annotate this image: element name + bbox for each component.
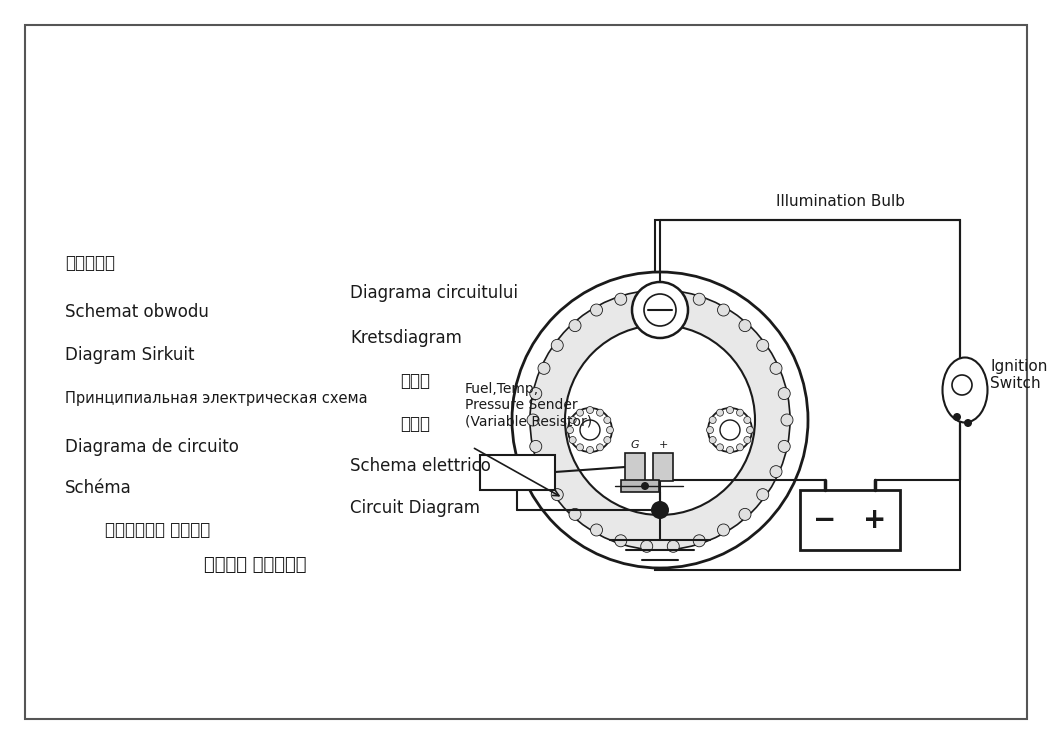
Bar [800, 490, 901, 550]
Circle shape [590, 524, 603, 536]
Circle shape [708, 408, 752, 452]
Circle shape [565, 325, 755, 515]
Text: Принципиальная электрическая схема: Принципиальная электрическая схема [65, 391, 367, 405]
Circle shape [530, 290, 790, 550]
Circle shape [587, 446, 593, 454]
Circle shape [538, 466, 550, 478]
Circle shape [709, 417, 716, 423]
Circle shape [576, 444, 584, 451]
Circle shape [538, 362, 550, 374]
Circle shape [604, 437, 611, 443]
Text: 回路図: 回路図 [400, 415, 430, 433]
Circle shape [596, 444, 604, 451]
Circle shape [590, 304, 603, 316]
Circle shape [667, 288, 680, 300]
Text: ਸਰਕਟ ਚਿੰਟਰ: ਸਰਕਟ ਚਿੰਟਰ [204, 556, 306, 574]
Circle shape [596, 409, 604, 416]
Text: सर्किट आरेख: सर्किट आरेख [105, 521, 210, 539]
Circle shape [781, 414, 793, 426]
Circle shape [756, 339, 769, 351]
Circle shape [569, 437, 576, 443]
Circle shape [756, 489, 769, 501]
Circle shape [744, 437, 751, 443]
Circle shape [569, 320, 581, 332]
Circle shape [964, 419, 972, 427]
Circle shape [736, 409, 744, 416]
Circle shape [651, 501, 669, 519]
Text: Diagrama de circuito: Diagrama de circuito [65, 438, 239, 456]
Circle shape [693, 535, 705, 547]
Circle shape [551, 489, 563, 501]
Text: +: + [864, 506, 887, 534]
Circle shape [739, 320, 751, 332]
Text: Kretsdiagram: Kretsdiagram [350, 329, 462, 347]
Circle shape [716, 409, 724, 416]
Circle shape [778, 388, 790, 400]
Text: Fuel,Temp,
Pressure Sender
(Variable Resistor): Fuel,Temp, Pressure Sender (Variable Res… [465, 382, 592, 429]
Ellipse shape [943, 358, 988, 423]
Circle shape [607, 426, 613, 434]
Text: Ignition
Switch: Ignition Switch [990, 359, 1048, 391]
Circle shape [512, 272, 808, 568]
Circle shape [587, 406, 593, 414]
Circle shape [667, 540, 680, 552]
Bar [653, 453, 673, 481]
Circle shape [727, 406, 733, 414]
Circle shape [709, 437, 716, 443]
Circle shape [530, 388, 542, 400]
Circle shape [566, 426, 573, 434]
Bar [621, 480, 659, 492]
Circle shape [727, 446, 733, 454]
Text: 電路原理圖: 電路原理圖 [65, 254, 115, 272]
Circle shape [736, 444, 744, 451]
Circle shape [641, 288, 652, 300]
Circle shape [614, 293, 627, 305]
Circle shape [693, 293, 705, 305]
Circle shape [716, 444, 724, 451]
Text: +: + [659, 440, 668, 450]
Circle shape [569, 417, 576, 423]
Circle shape [641, 540, 652, 552]
Text: Circuit Diagram: Circuit Diagram [350, 499, 480, 517]
Bar [480, 455, 555, 490]
Circle shape [641, 482, 649, 490]
Circle shape [717, 304, 729, 316]
Circle shape [527, 414, 539, 426]
Bar [625, 453, 645, 481]
Circle shape [632, 282, 688, 338]
Circle shape [568, 408, 612, 452]
Circle shape [739, 508, 751, 520]
Circle shape [744, 417, 751, 423]
Circle shape [569, 508, 581, 520]
Circle shape [614, 535, 627, 547]
Circle shape [707, 426, 713, 434]
Circle shape [576, 409, 584, 416]
Circle shape [644, 294, 676, 326]
Circle shape [580, 420, 600, 440]
Text: Schéma: Schéma [65, 479, 132, 497]
Text: −: − [813, 506, 836, 534]
Circle shape [778, 440, 790, 452]
Text: Diagram Sirkuit: Diagram Sirkuit [65, 346, 195, 364]
Circle shape [604, 417, 611, 423]
Text: Diagrama circuitului: Diagrama circuitului [350, 284, 518, 302]
Text: Schema elettrico: Schema elettrico [350, 457, 491, 475]
Circle shape [551, 339, 563, 351]
Circle shape [770, 466, 782, 478]
Text: Schemat obwodu: Schemat obwodu [65, 303, 209, 321]
Circle shape [530, 440, 542, 452]
Circle shape [717, 524, 729, 536]
Circle shape [953, 413, 960, 421]
Circle shape [747, 426, 753, 434]
Circle shape [770, 362, 782, 374]
Circle shape [952, 375, 972, 395]
Circle shape [720, 420, 740, 440]
Text: G: G [631, 440, 640, 450]
Bar [655, 220, 960, 570]
Text: 회로도: 회로도 [400, 372, 430, 390]
Text: Illumination Bulb: Illumination Bulb [775, 194, 905, 210]
